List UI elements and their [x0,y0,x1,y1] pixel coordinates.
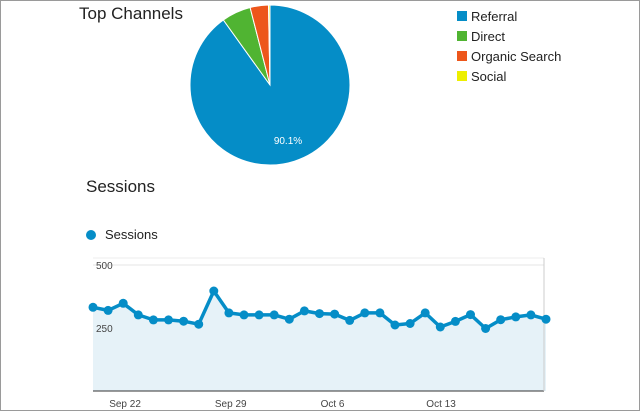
sessions-point[interactable] [435,322,445,332]
sessions-point[interactable] [481,324,491,333]
x-tick-label: Oct 13 [426,399,456,410]
sessions-point[interactable] [496,315,506,325]
social-swatch [457,71,467,81]
sessions-point[interactable] [390,320,400,330]
sessions-series-label: Sessions [105,227,158,242]
sessions-point[interactable] [269,310,279,320]
pie-slice-social[interactable] [267,4,271,86]
top-channels-pie-chart: 90.1% [189,4,351,166]
legend-item-organic-search[interactable]: Organic Search [457,46,561,66]
sessions-point[interactable] [420,308,430,318]
y-tick-label-250: 250 [96,324,113,335]
sessions-area [93,291,546,391]
pie-slice-label-referral: 90.1% [274,136,302,147]
legend-label-direct: Direct [471,28,505,44]
sessions-point[interactable] [466,310,475,320]
channels-legend: Referral Direct Organic Search Social [457,6,561,86]
sessions-point[interactable] [118,298,128,308]
referral-swatch [457,11,467,21]
sessions-point[interactable] [239,310,249,320]
sessions-point[interactable] [375,308,385,318]
sessions-point[interactable] [133,310,143,320]
legend-item-referral[interactable]: Referral [457,6,561,26]
sessions-point[interactable] [179,316,189,326]
sessions-point[interactable] [194,319,204,329]
y-tick-label-500: 500 [96,261,113,272]
legend-label-referral: Referral [471,8,518,24]
sessions-point[interactable] [541,314,551,324]
sessions-point[interactable] [405,319,415,328]
sessions-point[interactable] [315,309,324,319]
x-tick-label: Sep 29 [215,399,247,410]
sessions-title: Sessions [86,177,155,196]
x-tick-label: Oct 6 [321,399,345,410]
sessions-point[interactable] [224,308,234,318]
top-channels-title: Top Channels [79,4,183,23]
x-tick-label: Sep 22 [109,399,141,410]
sessions-point[interactable] [88,302,98,312]
sessions-series-dot [86,229,96,240]
legend-label-organic-search: Organic Search [471,48,562,64]
organic-search-swatch [457,51,467,61]
sessions-point[interactable] [330,309,340,319]
sessions-point[interactable] [511,312,521,322]
sessions-point[interactable] [209,286,219,296]
sessions-point[interactable] [284,314,294,324]
sessions-point[interactable] [299,306,309,316]
sessions-point[interactable] [164,315,173,325]
sessions-point[interactable] [103,305,113,315]
sessions-point[interactable] [254,310,264,320]
sessions-point[interactable] [345,315,355,325]
legend-item-direct[interactable]: Direct [457,26,561,46]
sessions-point[interactable] [450,316,460,326]
sessions-series-legend[interactable]: Sessions [86,227,158,242]
legend-item-social[interactable]: Social [457,66,561,86]
sessions-point[interactable] [360,308,370,318]
sessions-point[interactable] [148,315,158,325]
direct-swatch [457,31,467,41]
legend-label-social: Social [471,68,507,84]
sessions-point[interactable] [526,310,536,320]
